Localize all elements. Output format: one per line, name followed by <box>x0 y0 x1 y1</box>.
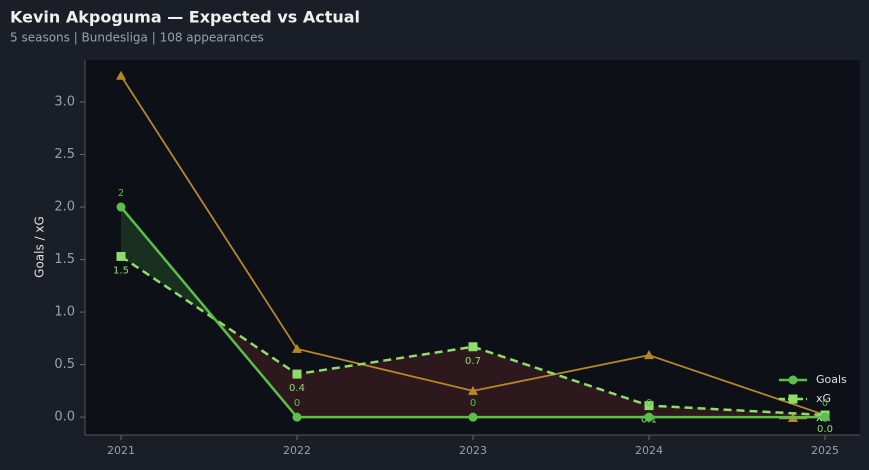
data-label: 0 <box>822 398 828 409</box>
data-point <box>468 385 478 395</box>
fill-between <box>297 346 473 418</box>
data-point <box>468 342 478 352</box>
data-label: 0 <box>646 398 652 409</box>
chart-subtitle: 5 seasons | Bundesliga | 108 appearances <box>10 31 264 45</box>
plot-area <box>85 60 860 435</box>
y-tick-label: 0.0 <box>54 410 75 425</box>
y-axis-label: Goals / xG <box>33 216 47 278</box>
data-point <box>116 70 126 80</box>
data-label: 0 <box>294 398 300 409</box>
x-tick-label: 2025 <box>811 444 839 457</box>
x-tick-label: 2022 <box>283 444 311 457</box>
chart-title: Kevin Akpoguma — Expected vs Actual <box>10 8 360 27</box>
y-tick-label: 2.5 <box>54 147 75 162</box>
legend-marker <box>788 394 798 404</box>
data-point <box>116 251 126 261</box>
legend-label: Goals <box>816 373 847 386</box>
y-tick-label: 3.0 <box>54 95 75 110</box>
data-label: 2 <box>118 188 124 199</box>
data-label: 0 <box>470 398 476 409</box>
x-tick-label: 2024 <box>635 444 663 457</box>
y-tick-label: 2.0 <box>54 200 75 215</box>
data-point <box>644 350 654 360</box>
data-point <box>116 202 126 212</box>
x-tick-label: 2021 <box>107 444 135 457</box>
data-label: 0.0 <box>817 424 833 435</box>
data-point <box>468 412 478 422</box>
data-label: 0.4 <box>289 383 305 394</box>
data-point <box>644 412 654 422</box>
y-tick-label: 1.5 <box>54 252 75 267</box>
x-tick-label: 2023 <box>459 444 487 457</box>
data-point <box>820 412 830 422</box>
data-label: 0.7 <box>465 356 481 367</box>
fill-between <box>473 346 649 418</box>
legend-label: xG <box>816 392 831 405</box>
data-point <box>292 369 302 379</box>
legend-marker <box>788 375 798 385</box>
y-tick-label: 1.0 <box>54 305 75 320</box>
y-tick-label: 0.5 <box>54 357 75 372</box>
data-label: 1.5 <box>113 265 129 276</box>
data-point <box>644 401 654 411</box>
data-point <box>292 343 302 353</box>
data-point <box>292 412 302 422</box>
